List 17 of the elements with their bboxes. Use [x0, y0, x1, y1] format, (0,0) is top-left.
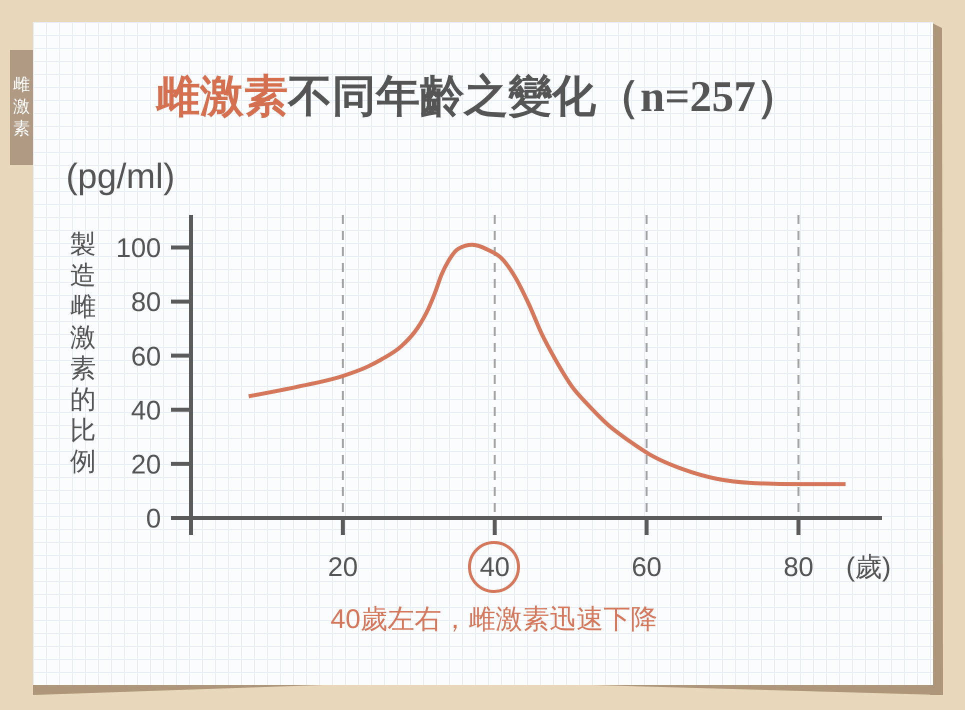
chart-title: 雌激素不同年齡之變化（n=257）	[156, 72, 800, 121]
y-tick-label: 100	[116, 233, 161, 264]
x-tick-label: 80	[783, 552, 814, 582]
y-axis-title: 製造雌激素的比例	[69, 229, 97, 477]
text: 40歲左右，雌激素迅速下降	[330, 604, 658, 634]
x-tick-label: 40	[480, 552, 510, 582]
x-tick-label: 20	[328, 552, 358, 582]
y-tick-label: 40	[130, 395, 161, 426]
text: (pg/ml)	[66, 157, 175, 196]
y-tick-label: 0	[146, 504, 161, 534]
text: 雌激素	[12, 74, 31, 140]
y-tick-label: 80	[130, 287, 161, 318]
y-tick-label: 60	[130, 341, 161, 372]
line-series	[246, 242, 848, 486]
x-tick-label: 60	[632, 552, 662, 582]
y-tick-label: 20	[130, 449, 161, 480]
x-axis-title: (歲)	[846, 552, 891, 582]
